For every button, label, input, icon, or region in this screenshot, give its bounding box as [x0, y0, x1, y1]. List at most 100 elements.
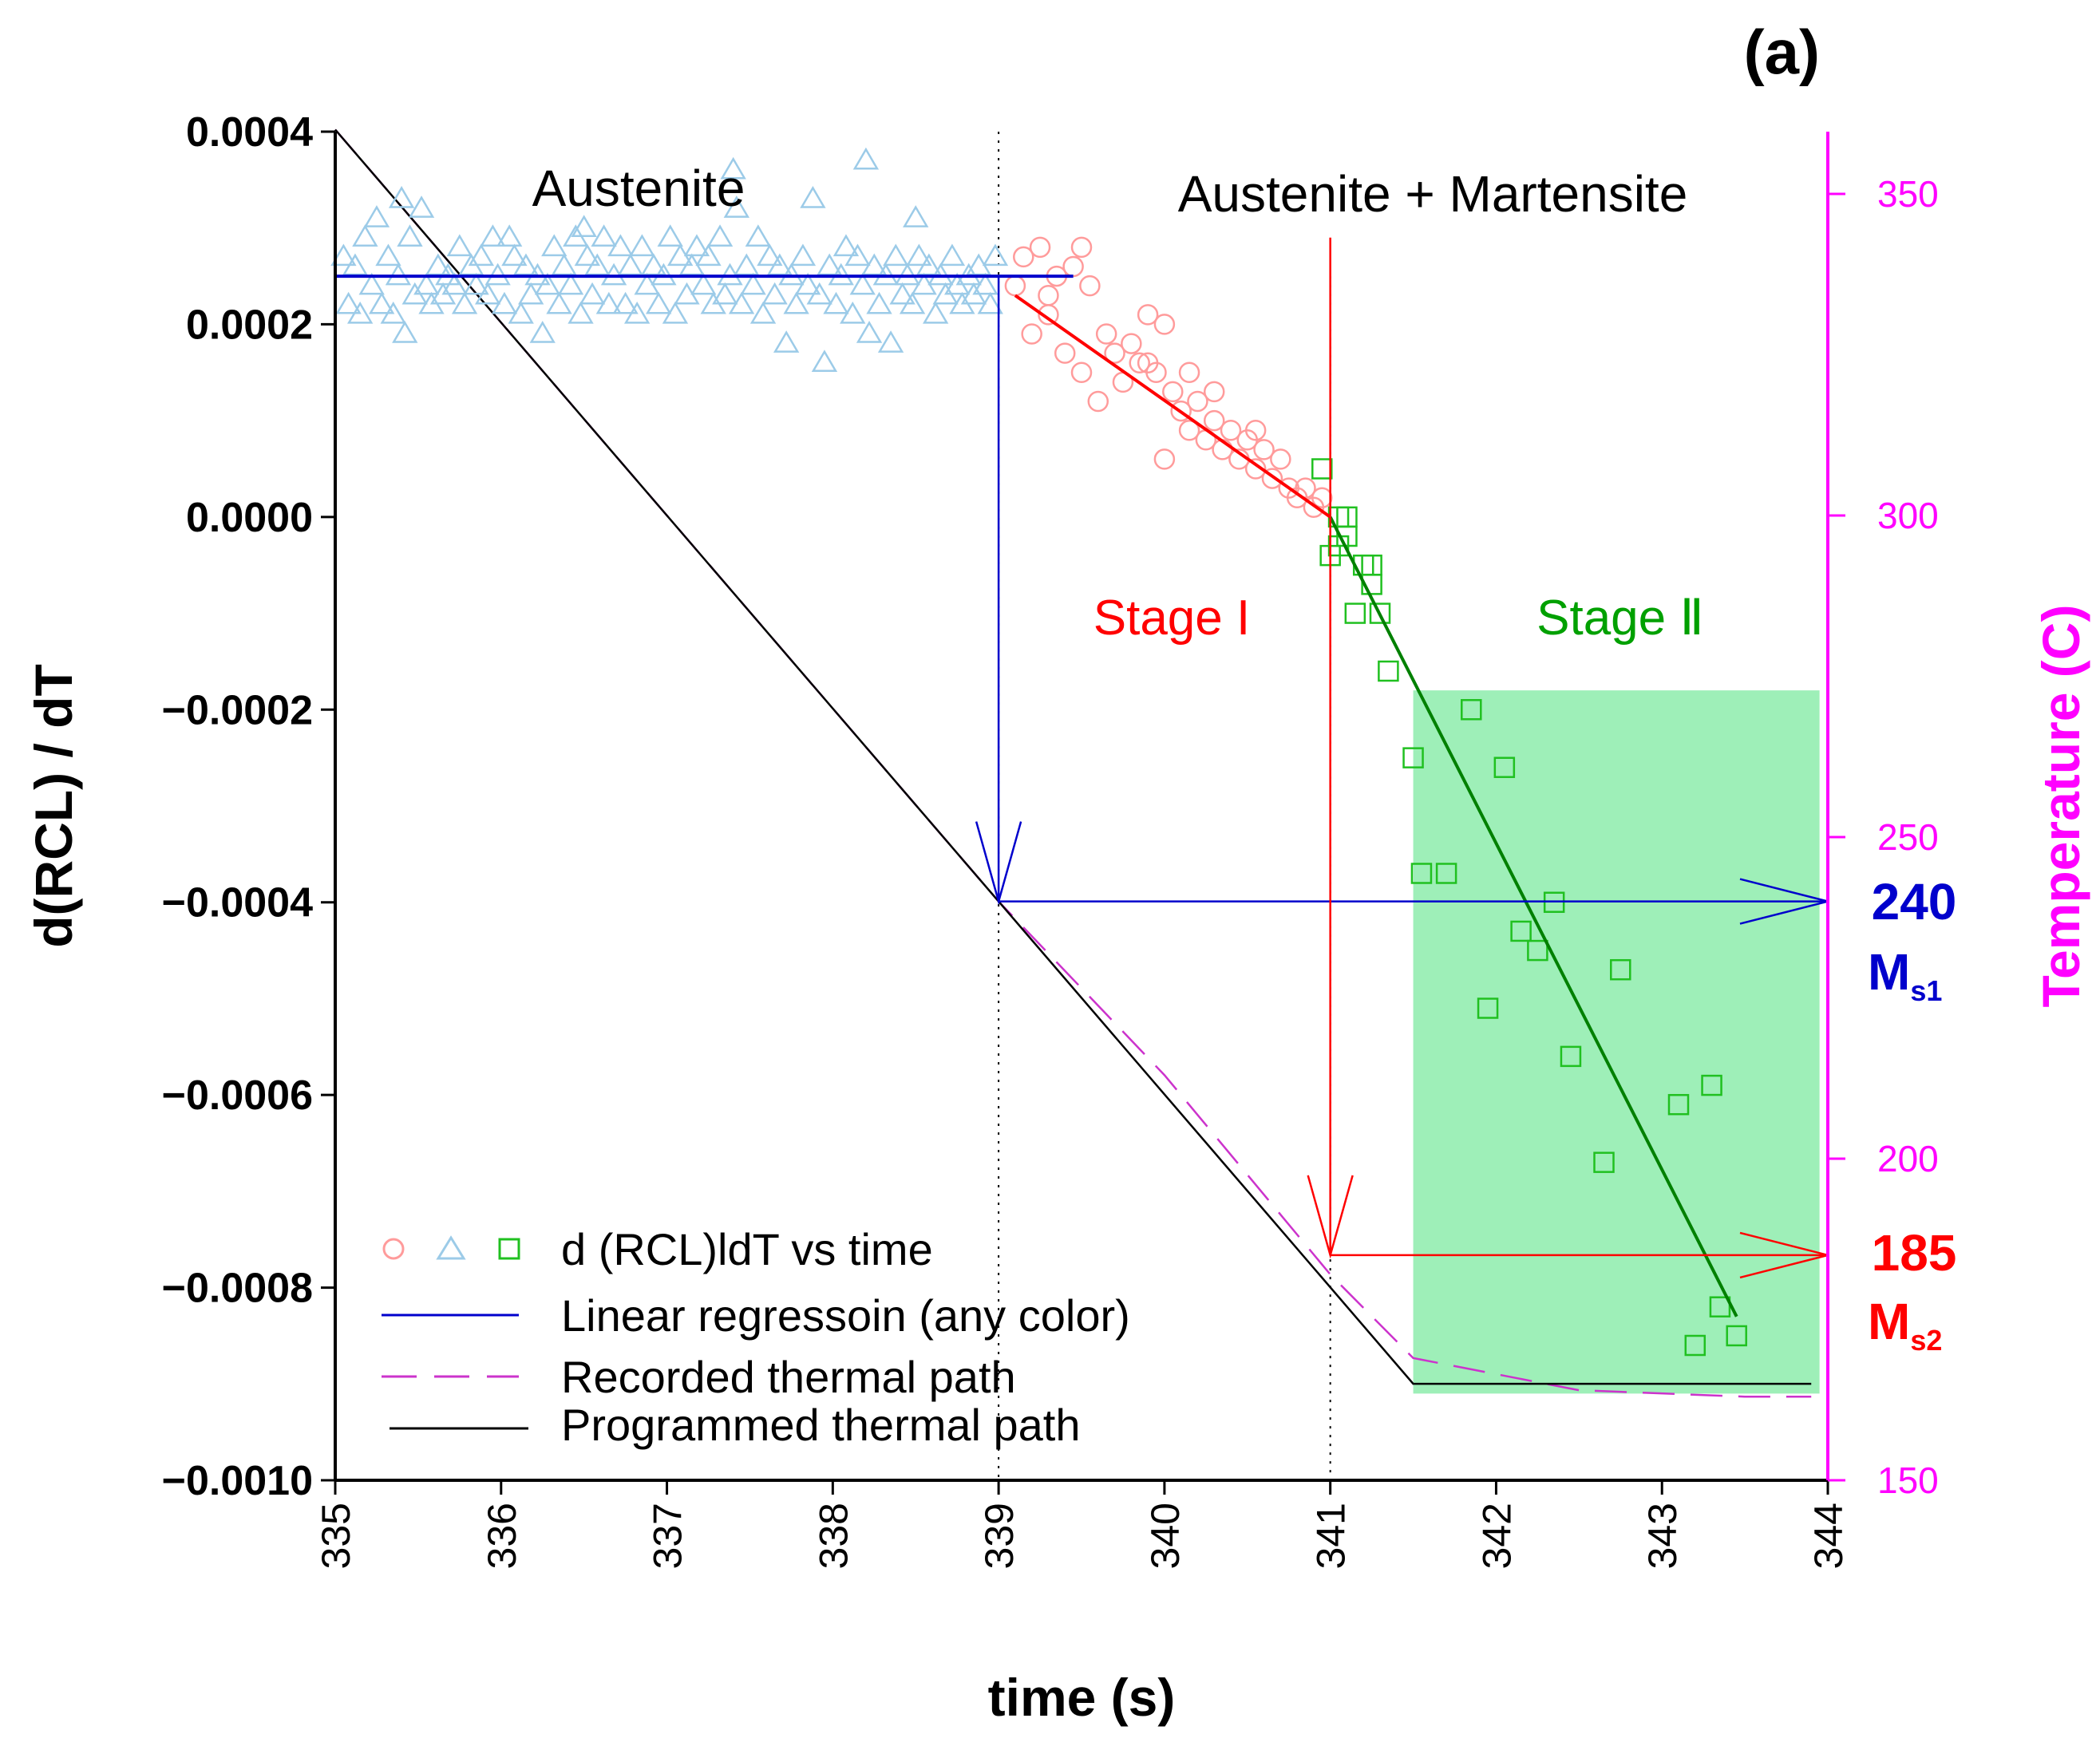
y-tick-label-left: 0.0004	[186, 109, 313, 156]
square-point	[1477, 997, 1499, 1019]
square-point	[1684, 1334, 1706, 1357]
circle-point	[1021, 323, 1042, 345]
square-point	[1560, 1045, 1582, 1068]
square-point	[1311, 458, 1333, 480]
region-label-austenite-martensite: Austenite + Martensite	[1178, 165, 1688, 223]
x-tick-label: 335	[314, 1503, 358, 1569]
stage-2-shaded-region	[1413, 690, 1820, 1394]
y-tick-label-right: 350	[1877, 173, 1939, 215]
triangle-point	[330, 243, 357, 267]
triangle-point	[657, 224, 683, 247]
circle-point	[1104, 342, 1125, 364]
circle-point	[1178, 419, 1200, 441]
circle-point	[1244, 458, 1267, 480]
legend-triangle-marker	[436, 1235, 466, 1260]
triangle-point	[441, 272, 468, 295]
triangle-point	[623, 301, 651, 324]
triangle-point	[883, 243, 909, 267]
triangle-point	[939, 243, 966, 267]
triangle-point	[720, 156, 746, 180]
legend: d (RCL)ldT vs time Linear regressoin (an…	[382, 1224, 1130, 1450]
triangle-point	[375, 243, 401, 267]
legend-regression-label: Linear regressoin (any color)	[561, 1290, 1130, 1341]
triangle-point	[451, 291, 478, 314]
triangle-point	[899, 291, 926, 314]
triangle-point	[832, 234, 860, 257]
triangle-point	[852, 147, 880, 170]
triangle-point	[607, 234, 634, 257]
legend-square-marker	[498, 1238, 520, 1260]
y-tick-label-left: 0.0000	[186, 495, 313, 541]
y-axis-title-left: d(RCL) / dT	[24, 664, 83, 948]
triangle-point	[568, 301, 594, 324]
triangle-point	[728, 291, 755, 314]
circle-point	[1121, 333, 1142, 354]
triangle-point	[413, 272, 440, 295]
triangle-point	[529, 321, 556, 343]
y-tick-label-right: 150	[1877, 1460, 1939, 1501]
triangle-point	[800, 186, 826, 208]
triangle-point	[789, 243, 817, 267]
triangle-point	[496, 224, 523, 247]
triangle-point	[571, 215, 597, 237]
triangle-point	[491, 291, 518, 314]
triangle-point	[612, 291, 639, 314]
triangle-point	[877, 330, 904, 353]
circle-point	[1013, 246, 1034, 268]
y-tick-label-left: −0.0004	[162, 880, 313, 926]
square-point	[1361, 554, 1382, 576]
y-tick-label-left: 0.0002	[186, 302, 313, 348]
triangle-point	[591, 224, 617, 247]
circle-point	[1129, 352, 1150, 373]
square-point	[1701, 1074, 1722, 1096]
triangle-point	[922, 301, 949, 324]
triangle-point	[551, 253, 577, 276]
x-tick-label: 342	[1474, 1503, 1519, 1569]
circle-point	[1220, 419, 1242, 441]
circle-point	[1062, 255, 1084, 278]
triangle-point	[363, 205, 390, 227]
triangle-point	[849, 272, 876, 295]
x-tick-label: 341	[1309, 1503, 1354, 1569]
triangle-point	[546, 291, 572, 314]
plot-elements	[330, 128, 1829, 1480]
regression-line	[1328, 516, 1738, 1317]
y-tick-label-left: −0.0008	[162, 1266, 313, 1312]
triangle-point	[806, 282, 832, 305]
region-label-austenite: Austenite	[532, 160, 745, 217]
triangle-point	[749, 301, 777, 324]
triangle-point	[706, 224, 734, 247]
circle-point	[1054, 342, 1076, 364]
triangle-point	[380, 301, 406, 324]
triangle-point	[584, 253, 611, 276]
y-tick-label-right: 200	[1877, 1138, 1939, 1179]
triangle-point	[861, 253, 888, 276]
circle-point	[1178, 361, 1200, 384]
x-tick-label: 339	[977, 1503, 1022, 1569]
y-tick-label-left: −0.0010	[162, 1458, 313, 1504]
square-point	[1527, 939, 1548, 962]
triangle-point	[840, 301, 866, 324]
square-point	[1726, 1325, 1747, 1347]
triangle-point	[534, 272, 561, 295]
triangle-point	[916, 253, 943, 276]
triangle-point	[480, 224, 506, 247]
circle-point	[1153, 314, 1176, 335]
triangle-point	[844, 243, 871, 267]
triangle-point	[773, 330, 800, 353]
ms1-temperature-value: 240	[1872, 873, 1957, 930]
triangle-point	[352, 224, 378, 247]
triangle-point	[823, 291, 849, 314]
ms2-label: Ms2	[1868, 1293, 1942, 1357]
circle-point	[1203, 381, 1225, 403]
triangle-point	[712, 282, 738, 305]
programmed-thermal-path-line	[334, 128, 1812, 1385]
triangle-point	[574, 243, 600, 267]
y-tick-label-right: 300	[1877, 495, 1939, 536]
x-tick-label: 343	[1640, 1503, 1685, 1569]
triangle-point	[595, 291, 623, 314]
circle-point	[1004, 275, 1026, 297]
triangle-point	[501, 243, 528, 267]
triangle-point	[982, 243, 1009, 267]
